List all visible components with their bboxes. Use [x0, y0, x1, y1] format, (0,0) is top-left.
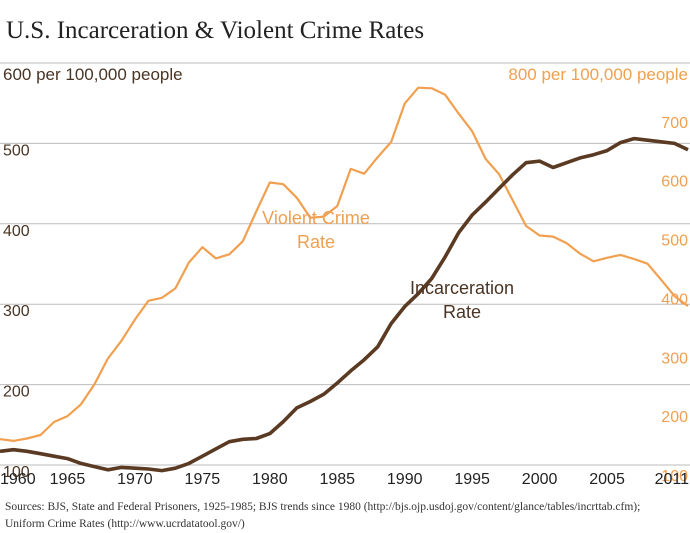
x-tick-label: 1965	[50, 471, 86, 488]
x-tick-label: 2005	[589, 471, 625, 488]
left-tick-label: 300	[3, 303, 30, 320]
left-tick-label: 200	[3, 384, 30, 401]
right-tick-label: 400	[661, 291, 688, 308]
left-tick-label: 100	[3, 464, 30, 481]
label-violent-crime-line2: Rate	[297, 232, 335, 252]
right-tick-label: 200	[661, 409, 688, 426]
label-incarceration-line1: Incarceration	[410, 278, 514, 298]
left-axis-ticks: 500 400 300 200 100	[3, 142, 30, 481]
series-points-violent-crime-rate	[0, 86, 690, 442]
x-tick-label: 1995	[454, 471, 490, 488]
grid-lines	[0, 62, 690, 466]
label-violent-crime-line1: Violent Crime	[262, 208, 370, 228]
x-axis-ticks: 1960 1965 1970 1975 1980 1985 1990 1995 2000 2005…	[0, 471, 689, 488]
x-tick-label: 2000	[522, 471, 558, 488]
x-tick-label: 1970	[117, 471, 153, 488]
right-tick-label: 700	[661, 115, 688, 132]
x-tick-label: 1980	[252, 471, 288, 488]
left-axis-unit-label: 600 per 100,000 people	[3, 65, 183, 84]
right-tick-label: 100	[661, 468, 688, 485]
x-tick-label: 1975	[185, 471, 221, 488]
x-tick-label: 1990	[387, 471, 423, 488]
source-note-line2: Uniform Crime Rates (http://www.ucrdatat…	[5, 518, 245, 530]
label-incarceration-line2: Rate	[443, 302, 481, 322]
series-line-violent-crime-rate	[0, 86, 689, 442]
right-tick-label: 300	[661, 350, 688, 367]
right-tick-label: 600	[661, 174, 688, 191]
right-axis-unit-label: 800 per 100,000 people	[508, 65, 688, 84]
x-tick-label: 2011	[655, 471, 690, 488]
x-tick-label: 1985	[319, 471, 355, 488]
left-tick-label: 500	[3, 142, 30, 159]
series-line-incarceration-rate	[0, 136, 689, 473]
source-note-line1: Sources: BJS, State and Federal Prisoner…	[5, 501, 640, 513]
right-axis-ticks: 700 600 500 400 300 200 100	[661, 115, 688, 485]
left-tick-label: 400	[3, 223, 30, 240]
x-tick-label: 1960	[0, 471, 36, 488]
chart-title: U.S. Incarceration & Violent Crime Rates	[6, 17, 424, 44]
right-tick-label: 500	[661, 233, 688, 250]
